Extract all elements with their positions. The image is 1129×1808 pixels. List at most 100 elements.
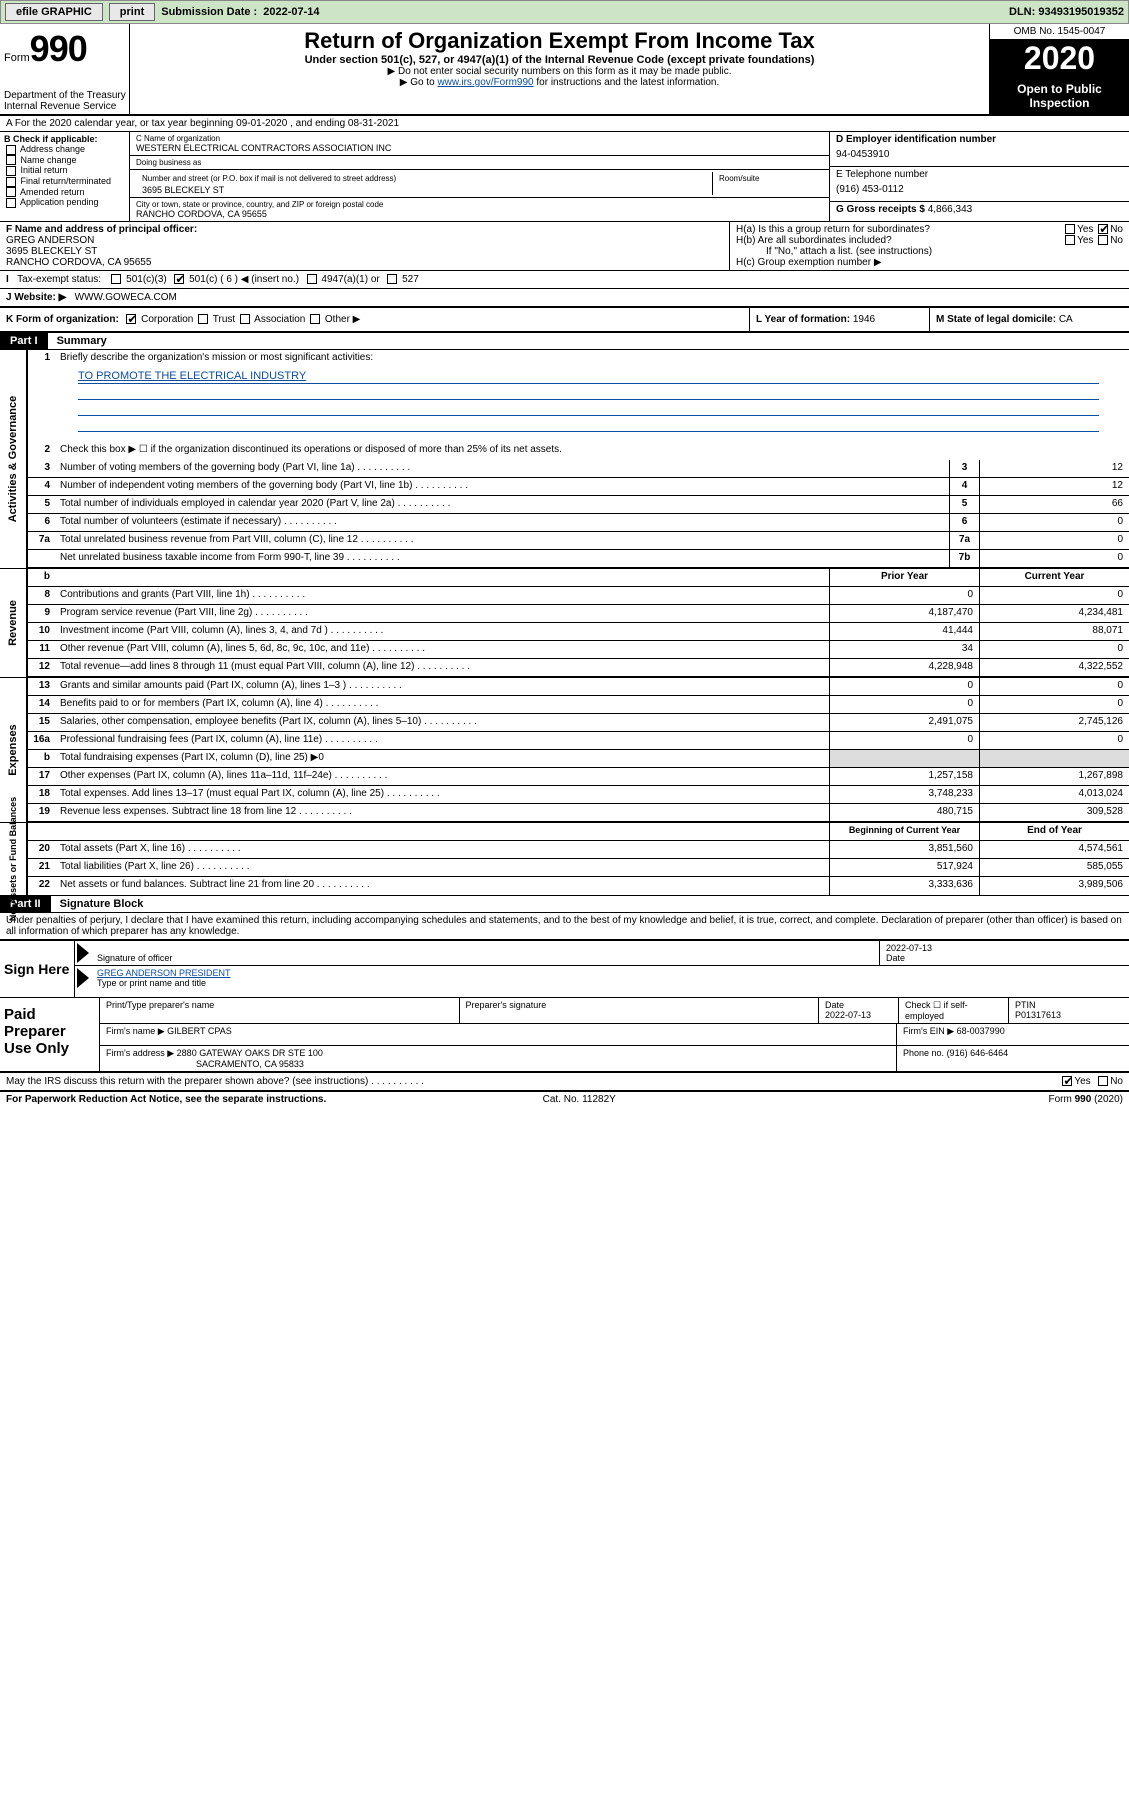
prep-label: Paid Preparer Use Only [0,998,100,1071]
table-row: 7aTotal unrelated business revenue from … [28,532,1129,550]
part2-title: Signature Block [54,898,144,910]
table-row: 3Number of voting members of the governi… [28,460,1129,478]
ptin-label: PTIN [1015,1000,1036,1010]
sig-date: 2022-07-13 [886,943,932,953]
b-check-item[interactable]: Initial return [4,165,125,176]
form-number: 990 [30,28,87,69]
i-option[interactable]: 501(c) ( 6 ) ◀ (insert no.) [167,274,299,285]
expenses-section: Expenses 13Grants and similar amounts pa… [0,678,1129,823]
phone: (916) 646-6464 [947,1048,1009,1058]
i-option[interactable]: 501(c)(3) [104,274,167,285]
f-city: RANCHO CORDOVA, CA 95655 [6,257,151,268]
b-check-item[interactable]: Name change [4,155,125,166]
k-label: K Form of organization: [6,314,119,325]
m-label: M State of legal domicile: [936,314,1056,325]
i-option[interactable]: 527 [380,274,419,285]
part-1-header: Part I Summary [0,333,1129,350]
h-b: H(b) Are all subordinates included? Yes … [736,235,1123,246]
k-option[interactable]: Corporation [122,314,194,325]
form-subtitle: Under section 501(c), 527, or 4947(a)(1)… [138,54,981,66]
signature-block: Sign Here Signature of officer 2022-07-1… [0,939,1129,998]
table-row: 21Total liabilities (Part X, line 26)517… [28,859,1129,877]
firm-ein: 68-0037990 [957,1026,1005,1036]
table-row: 13Grants and similar amounts paid (Part … [28,678,1129,696]
c-room-label: Room/suite [713,172,823,195]
side-gov: Activities & Governance [7,396,19,523]
f-name: GREG ANDERSON [6,235,94,246]
h-a: H(a) Is this a group return for subordin… [736,224,1123,235]
print-button[interactable]: print [109,3,155,21]
table-row: 20Total assets (Part X, line 16)3,851,56… [28,841,1129,859]
c-street: 3695 BLECKELY ST [136,185,712,195]
line1-label: Briefly describe the organization's miss… [56,350,1129,368]
k-option[interactable]: Trust [193,314,235,325]
side-rev: Revenue [7,600,19,646]
c-street-label: Number and street (or P.O. box if mail i… [136,172,712,185]
prep-date-label: Date [825,1000,844,1010]
officer-name-label: Type or print name and title [97,978,206,988]
discuss-no-check[interactable] [1098,1076,1108,1086]
table-row: 14Benefits paid to or for members (Part … [28,696,1129,714]
table-row: 8Contributions and grants (Part VIII, li… [28,587,1129,605]
firm-ein-label: Firm's EIN ▶ [903,1026,954,1036]
discuss-yes-check[interactable] [1062,1076,1072,1086]
net-assets-section: Net Assets or Fund Balances Beginning of… [0,823,1129,895]
prep-h1: Print/Type preparer's name [100,998,460,1023]
table-row: 19Revenue less expenses. Subtract line 1… [28,804,1129,822]
hdr-end: End of Year [979,823,1129,840]
b-check-item[interactable]: Application pending [4,197,125,208]
table-row: 22Net assets or fund balances. Subtract … [28,877,1129,895]
discuss-yes: Yes [1074,1076,1090,1087]
side-exp: Expenses [7,724,19,775]
firm-name-label: Firm's name ▶ [106,1026,165,1036]
d-label: D Employer identification number [836,134,996,145]
footer: For Paperwork Reduction Act Notice, see … [0,1092,1129,1107]
c-name: WESTERN ELECTRICAL CONTRACTORS ASSOCIATI… [136,143,823,153]
table-row: bTotal fundraising expenses (Part IX, co… [28,750,1129,768]
table-row: 16aProfessional fundraising fees (Part I… [28,732,1129,750]
mission-text: TO PROMOTE THE ELECTRICAL INDUSTRY [78,370,1099,384]
side-net: Net Assets or Fund Balances [8,797,18,921]
b-check-item[interactable]: Address change [4,144,125,155]
dln: DLN: 93493195019352 [1009,6,1124,18]
c-city-label: City or town, state or province, country… [136,200,823,209]
ptin: P01317613 [1015,1010,1061,1020]
form-note-1: ▶ Do not enter social security numbers o… [138,66,981,77]
top-toolbar: efile GRAPHIC print Submission Date : 20… [0,0,1129,24]
hdr-b: b [28,569,56,586]
j-label: J Website: ▶ [6,292,66,303]
instructions-link[interactable]: www.irs.gov/Form990 [437,77,533,88]
table-row: 5Total number of individuals employed in… [28,496,1129,514]
f-label: F Name and address of principal officer: [6,224,197,235]
table-row: Net unrelated business taxable income fr… [28,550,1129,568]
tax-year: 2020 [990,40,1129,78]
f-street: 3695 BLECKELY ST [6,246,97,257]
row-k-l-m: K Form of organization: Corporation Trus… [0,308,1129,333]
b-check-item[interactable]: Final return/terminated [4,176,125,187]
b-check-item[interactable]: Amended return [4,187,125,198]
efile-label: efile GRAPHIC [5,3,103,21]
prep-h2: Preparer's signature [460,998,820,1023]
omb-number: OMB No. 1545-0047 [990,24,1129,40]
table-row: 9Program service revenue (Part VIII, lin… [28,605,1129,623]
l-label: L Year of formation: [756,314,850,325]
m-value: CA [1059,314,1073,325]
prep-date: 2022-07-13 [825,1010,871,1020]
e-label: E Telephone number [836,169,1123,180]
d-value: 94-0453910 [836,145,1123,164]
k-option[interactable]: Other ▶ [305,314,360,325]
e-value: (916) 453-0112 [836,180,1123,199]
i-option[interactable]: 4947(a)(1) or [299,274,380,285]
footer-left: For Paperwork Reduction Act Notice, see … [6,1094,326,1105]
c-dba-label: Doing business as [136,158,823,167]
sign-here-label: Sign Here [0,941,75,997]
table-row: 4Number of independent voting members of… [28,478,1129,496]
k-option[interactable]: Association [235,314,305,325]
paid-preparer-block: Paid Preparer Use Only Print/Type prepar… [0,998,1129,1073]
part-2-header: Part II Signature Block [0,895,1129,913]
h-c: H(c) Group exemption number ▶ [736,257,1123,268]
table-row: 17Other expenses (Part IX, column (A), l… [28,768,1129,786]
table-row: 11Other revenue (Part VIII, column (A), … [28,641,1129,659]
open-to-public: Open to Public Inspection [990,78,1129,114]
h-b-note: If "No," attach a list. (see instruction… [736,246,1123,257]
